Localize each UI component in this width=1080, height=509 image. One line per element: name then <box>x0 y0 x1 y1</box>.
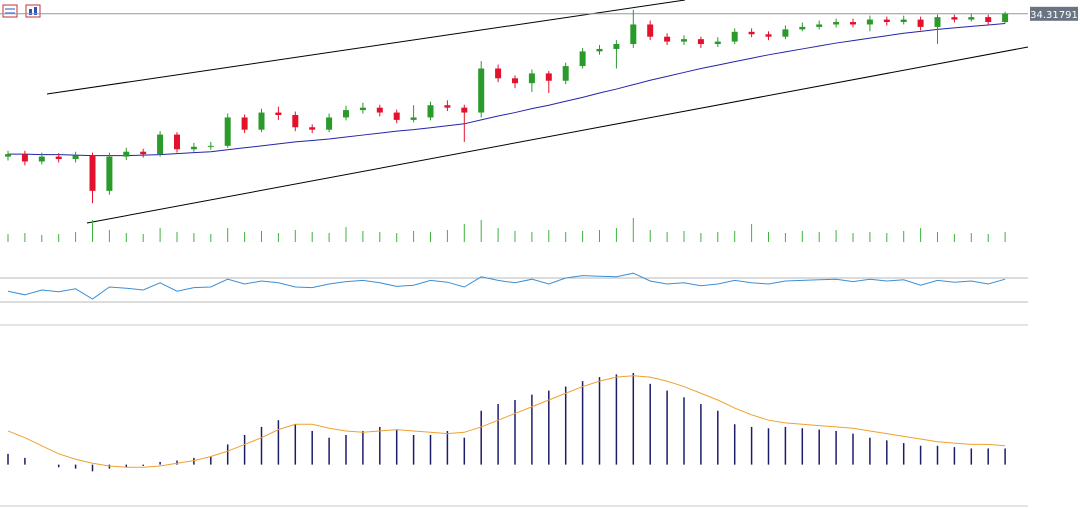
candle-body <box>866 19 873 25</box>
candle-body <box>681 39 687 42</box>
candle-body <box>833 22 840 25</box>
candle-body <box>816 24 823 27</box>
candle-body <box>1002 13 1009 23</box>
candle-body <box>545 73 552 81</box>
candle-body <box>596 48 603 52</box>
candle-body <box>359 107 366 111</box>
candle-body <box>512 78 518 84</box>
candle-body <box>343 110 349 118</box>
candle-body <box>664 36 671 42</box>
candle-body <box>782 29 789 37</box>
candle-body <box>478 68 485 113</box>
candle-body <box>72 155 79 160</box>
price-label: 34.31791 <box>1030 10 1078 21</box>
candle-body <box>292 115 299 128</box>
candle-body <box>123 151 130 157</box>
candle-body <box>883 19 890 23</box>
rsi-line <box>7 272 1006 300</box>
candle-body <box>714 41 721 45</box>
candle-body <box>985 17 992 23</box>
candle-body <box>934 17 941 27</box>
candle-body <box>393 112 400 120</box>
toolbar-icons <box>2 4 41 18</box>
candle-body <box>190 146 197 150</box>
candle-body <box>528 73 535 84</box>
candle-body <box>850 22 856 25</box>
candle-body <box>89 155 96 191</box>
candle-body <box>647 24 654 37</box>
icon <box>34 7 37 15</box>
candle-body <box>106 156 113 191</box>
candle-body <box>697 39 704 45</box>
candle-body <box>224 117 231 146</box>
candle-body <box>326 117 333 130</box>
moving-average <box>8 22 1006 157</box>
candle-body <box>900 19 907 23</box>
candle-body <box>241 117 248 130</box>
candle-body <box>427 105 434 118</box>
candle-body <box>765 34 772 37</box>
price-label-box <box>1030 6 1078 21</box>
candle-body <box>579 51 586 67</box>
candle-body <box>140 151 147 155</box>
candle-body <box>309 127 316 130</box>
candle-body <box>21 154 28 162</box>
candle-body <box>731 31 738 42</box>
candle-body <box>951 17 958 20</box>
candle-body <box>157 134 164 155</box>
candle-body <box>968 17 975 20</box>
candle-body <box>174 134 180 150</box>
candle-body <box>562 66 569 81</box>
candle-body <box>799 26 806 30</box>
candle-body <box>410 117 417 120</box>
candle-body <box>630 24 637 45</box>
candle-body <box>917 19 924 27</box>
candle-body <box>275 112 282 115</box>
candle-body <box>613 44 620 49</box>
candle-body <box>5 154 11 157</box>
candle-body <box>258 112 265 130</box>
candle-body <box>495 68 502 79</box>
icon <box>2 4 18 18</box>
candle-body <box>55 156 62 160</box>
candle-body <box>207 145 214 147</box>
signal-line <box>7 375 1006 468</box>
candle-body <box>38 156 45 162</box>
trend-line <box>46 0 686 95</box>
candle-body <box>748 31 755 35</box>
candle-body <box>461 107 468 113</box>
candle-body <box>376 107 383 113</box>
candle-body <box>444 105 451 108</box>
trend-line <box>86 46 1029 224</box>
icon <box>25 4 41 18</box>
icon <box>29 9 32 15</box>
